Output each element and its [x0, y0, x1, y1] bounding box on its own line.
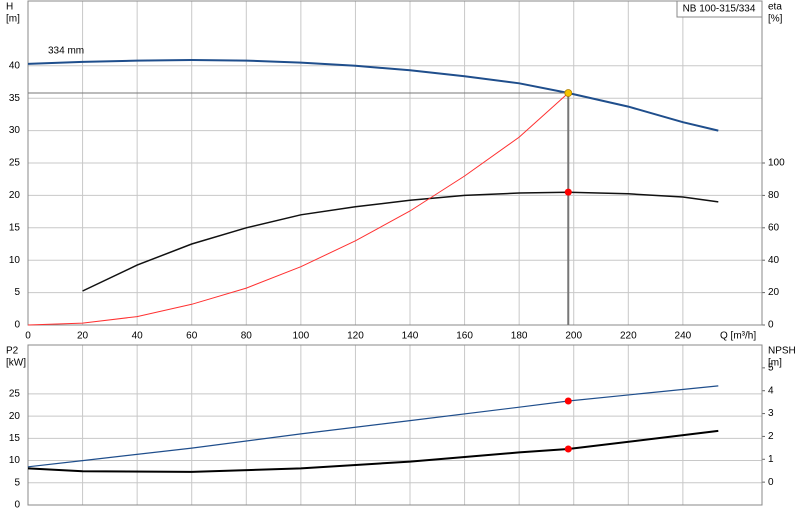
- duty-point: [564, 445, 572, 453]
- y-tick-label: 15: [9, 433, 21, 444]
- y-tick-label: 30: [9, 125, 21, 136]
- curve: [27, 92, 569, 326]
- x-tick-label: 40: [132, 331, 144, 342]
- y-tick-label: 0: [14, 320, 20, 331]
- y2-tick-label: 60: [768, 222, 780, 233]
- curve-annotation: 334 mm: [48, 46, 84, 57]
- y2-tick-label: 20: [768, 287, 780, 298]
- y-tick-label: 10: [9, 255, 21, 266]
- y-tick-label: 15: [9, 222, 21, 233]
- x-tick-label: 140: [402, 331, 419, 342]
- y2-tick-label: 40: [768, 255, 780, 266]
- y2-axis-label: [%]: [768, 14, 783, 25]
- y-tick-label: 25: [9, 389, 21, 400]
- y-tick-label: 5: [14, 287, 20, 298]
- curve: [27, 385, 719, 468]
- x-tick-label: 0: [25, 331, 31, 342]
- y2-axis-label: eta: [768, 2, 782, 13]
- y-axis-label: H: [6, 2, 13, 13]
- y-axis-label: P2: [6, 346, 19, 357]
- y2-tick-label: 4: [768, 385, 774, 396]
- x-tick-label: 120: [347, 331, 364, 342]
- y-tick-label: 5: [14, 477, 20, 488]
- title-box: [676, 0, 763, 18]
- y2-tick-label: 3: [768, 408, 774, 419]
- y-tick-label: 20: [9, 411, 21, 422]
- y2-tick-label: 1: [768, 454, 774, 465]
- x-tick-label: 180: [511, 331, 528, 342]
- curve: [27, 429, 719, 473]
- x-tick-label: 200: [565, 331, 582, 342]
- curve: [82, 191, 719, 292]
- y2-tick-label: 0: [768, 477, 774, 488]
- y-axis-label: [kW]: [6, 358, 26, 369]
- x-tick-label: 100: [293, 331, 310, 342]
- x-axis-label: Q [m³/h]: [720, 331, 756, 342]
- plot-frame: [27, 0, 763, 326]
- plot-area: [28, 345, 762, 505]
- y-tick-label: 20: [9, 190, 21, 201]
- duty-point: [564, 89, 573, 97]
- y2-tick-label: 2: [768, 431, 774, 442]
- y-tick-label: 35: [9, 93, 21, 104]
- y2-axis-label: [m]: [768, 358, 782, 369]
- y2-tick-label: 5: [768, 362, 774, 373]
- x-tick-label: 80: [241, 331, 253, 342]
- curve: [27, 58, 719, 132]
- plot-frame: [27, 344, 763, 506]
- duty-point: [564, 397, 572, 405]
- y-tick-label: 25: [9, 158, 21, 169]
- y2-tick-label: 80: [768, 190, 780, 201]
- y-axis-label: [m]: [6, 14, 20, 25]
- y-tick-label: 10: [9, 455, 21, 466]
- x-tick-label: 160: [456, 331, 473, 342]
- y2-tick-label: 0: [768, 320, 774, 331]
- duty-point: [564, 188, 572, 196]
- y2-axis-label: NPSH: [768, 346, 796, 357]
- y-tick-label: 0: [14, 500, 20, 511]
- x-tick-label: 20: [77, 331, 89, 342]
- y2-tick-label: 100: [768, 158, 785, 169]
- y-tick-label: 40: [9, 60, 21, 71]
- x-tick-label: 220: [620, 331, 637, 342]
- chart-title: NB 100-315/334: [683, 4, 756, 15]
- x-tick-label: 60: [186, 331, 198, 342]
- x-tick-label: 240: [675, 331, 692, 342]
